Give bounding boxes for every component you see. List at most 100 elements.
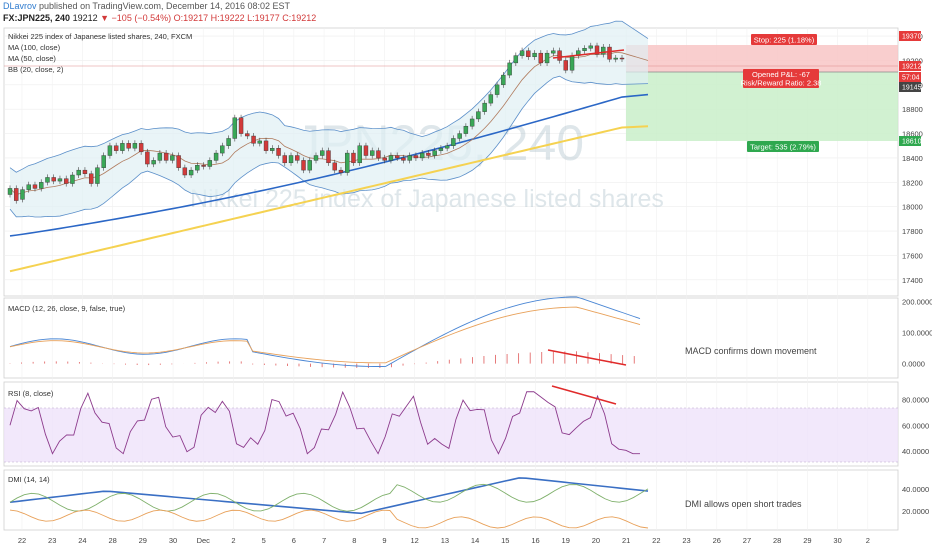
time-axis[interactable]: 22 23 24 28 29 30 Dec 2 5 6 7 8 9 12 13 14 15 16 19 20 21 22 2… bbox=[18, 536, 870, 545]
candle[interactable] bbox=[64, 178, 69, 184]
candle[interactable] bbox=[357, 145, 362, 164]
candle[interactable] bbox=[257, 140, 262, 144]
candle[interactable] bbox=[26, 184, 31, 190]
candle[interactable] bbox=[7, 188, 13, 195]
candle[interactable] bbox=[413, 155, 419, 159]
pnl-tag[interactable]: Opened P&L: -67 Risk/Reward Ratio: 2.38 bbox=[741, 69, 822, 88]
candle[interactable] bbox=[76, 169, 81, 176]
candle[interactable] bbox=[14, 188, 19, 201]
ma50-line[interactable] bbox=[9, 93, 649, 237]
candle[interactable] bbox=[238, 117, 244, 134]
candle[interactable] bbox=[313, 155, 319, 161]
candle[interactable] bbox=[113, 145, 119, 151]
candle[interactable] bbox=[163, 152, 169, 161]
candle[interactable] bbox=[132, 143, 138, 149]
candle[interactable] bbox=[407, 155, 412, 161]
candle[interactable] bbox=[376, 150, 381, 159]
candle[interactable] bbox=[451, 138, 456, 146]
candle[interactable] bbox=[39, 182, 44, 189]
candle[interactable] bbox=[588, 45, 593, 49]
candle[interactable] bbox=[363, 145, 369, 156]
candle[interactable] bbox=[320, 150, 325, 156]
stop-tag[interactable]: Stop: 225 (1.18%) bbox=[751, 34, 817, 45]
candle[interactable] bbox=[201, 165, 206, 167]
candle[interactable] bbox=[213, 152, 219, 161]
indicator-bb[interactable]: BB (20, close, 2) bbox=[8, 65, 64, 74]
candle[interactable] bbox=[444, 145, 450, 149]
indicator-ma50[interactable]: MA (50, close) bbox=[8, 54, 56, 63]
candle[interactable] bbox=[95, 167, 100, 184]
candle[interactable] bbox=[138, 143, 144, 153]
candle[interactable] bbox=[538, 52, 544, 64]
candle[interactable] bbox=[120, 143, 125, 151]
rsi-title[interactable]: RSI (8, close) bbox=[8, 389, 54, 398]
candle[interactable] bbox=[501, 74, 506, 86]
candle[interactable] bbox=[526, 50, 531, 58]
candle[interactable] bbox=[51, 177, 56, 182]
candle[interactable] bbox=[145, 151, 150, 165]
candle[interactable] bbox=[82, 169, 88, 174]
ma100-line[interactable] bbox=[9, 125, 649, 273]
author-link[interactable]: DLavrov bbox=[3, 1, 37, 11]
candles[interactable] bbox=[7, 42, 625, 204]
candle[interactable] bbox=[326, 150, 331, 164]
candle[interactable] bbox=[607, 46, 612, 60]
candle[interactable] bbox=[476, 111, 481, 120]
candle[interactable] bbox=[276, 148, 281, 156]
candle[interactable] bbox=[245, 133, 250, 137]
candle[interactable] bbox=[32, 184, 38, 189]
candle[interactable] bbox=[582, 48, 587, 51]
rsi-trendline[interactable] bbox=[551, 385, 617, 405]
candle[interactable] bbox=[463, 126, 469, 134]
candle[interactable] bbox=[563, 60, 568, 71]
target-tag[interactable]: Target: 535 (2.79%) bbox=[747, 141, 819, 152]
candle[interactable] bbox=[388, 155, 394, 161]
price-trendline[interactable] bbox=[552, 49, 625, 59]
candle[interactable] bbox=[469, 118, 475, 127]
candle[interactable] bbox=[157, 152, 163, 161]
candle[interactable] bbox=[551, 50, 556, 54]
candle[interactable] bbox=[401, 157, 406, 161]
candle[interactable] bbox=[426, 152, 431, 156]
candle[interactable] bbox=[494, 84, 500, 95]
candle[interactable] bbox=[295, 155, 300, 161]
candle[interactable] bbox=[251, 135, 256, 144]
candle[interactable] bbox=[601, 46, 606, 55]
candle[interactable] bbox=[307, 160, 312, 171]
candle[interactable] bbox=[482, 102, 487, 112]
candle[interactable] bbox=[382, 157, 387, 161]
candle[interactable] bbox=[170, 155, 175, 161]
candle[interactable] bbox=[345, 152, 350, 173]
macd-title[interactable]: MACD (12, 26, close, 9, false, true) bbox=[8, 304, 126, 313]
candle[interactable] bbox=[370, 150, 375, 156]
candle[interactable] bbox=[126, 143, 131, 149]
candle[interactable] bbox=[151, 160, 156, 165]
candle[interactable] bbox=[220, 145, 225, 154]
candle[interactable] bbox=[351, 152, 356, 164]
candle[interactable] bbox=[226, 138, 231, 146]
indicator-ma100[interactable]: MA (100, close) bbox=[8, 43, 61, 52]
candle[interactable] bbox=[594, 45, 600, 55]
candle[interactable] bbox=[457, 133, 462, 139]
candle[interactable] bbox=[513, 55, 519, 64]
candle[interactable] bbox=[195, 165, 200, 171]
candle[interactable] bbox=[544, 52, 550, 64]
candle[interactable] bbox=[107, 145, 113, 156]
candle[interactable] bbox=[45, 177, 50, 183]
candle[interactable] bbox=[188, 169, 194, 176]
candle[interactable] bbox=[438, 148, 444, 151]
candle[interactable] bbox=[394, 155, 400, 159]
candle[interactable] bbox=[70, 174, 75, 184]
candle[interactable] bbox=[519, 50, 525, 56]
candle[interactable] bbox=[301, 160, 306, 171]
candle[interactable] bbox=[88, 173, 94, 184]
candle[interactable] bbox=[338, 169, 344, 173]
candle[interactable] bbox=[182, 167, 188, 176]
candle[interactable] bbox=[101, 155, 106, 168]
candle[interactable] bbox=[282, 155, 287, 164]
candle[interactable] bbox=[419, 152, 425, 159]
macd-trendline[interactable] bbox=[547, 349, 627, 366]
candle[interactable] bbox=[432, 150, 437, 156]
candle[interactable] bbox=[619, 57, 625, 60]
